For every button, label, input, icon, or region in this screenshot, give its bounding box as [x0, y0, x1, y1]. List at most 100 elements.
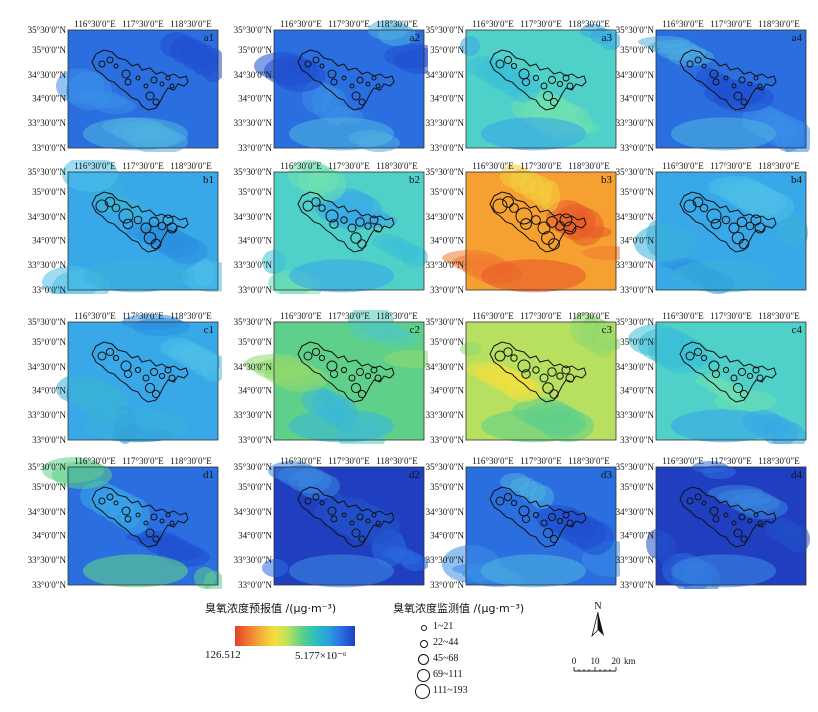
station-marker	[736, 216, 748, 228]
lat-tick-label: 33°30′0″N	[426, 555, 465, 565]
station-marker	[738, 513, 746, 521]
station-marker	[549, 534, 559, 544]
station-marker	[311, 347, 321, 357]
station-marker	[349, 83, 355, 89]
station-marker	[542, 90, 554, 102]
station-marker	[517, 359, 531, 373]
lat-tick-label: 34°30′0″N	[234, 507, 273, 517]
station-marker	[686, 497, 694, 505]
station-marker	[701, 500, 707, 506]
panel-label: a3	[602, 32, 613, 44]
lon-tick-label: 116°30′0″E	[74, 456, 116, 466]
lat-tick-label: 33°0′0″N	[620, 435, 654, 444]
map-b2: b2 116°30′0″E 117°30′0″E 118°30′0″E 35°30′0″…	[234, 160, 428, 294]
station-marker	[731, 231, 745, 245]
station-marker	[709, 506, 719, 516]
lat-tick-label: 34°0′0″N	[32, 93, 66, 103]
lat-tick-label: 35°30′0″N	[234, 462, 273, 472]
station-marker	[686, 60, 694, 68]
lat-tick-label: 33°0′0″N	[430, 143, 464, 152]
lat-tick-label: 34°30′0″N	[234, 70, 273, 80]
lon-tick-label: 118°30′0″E	[568, 19, 610, 29]
station-marker	[731, 520, 737, 526]
station-marker	[98, 497, 106, 505]
lon-tick-label: 117°30′0″E	[710, 19, 752, 29]
station-marker	[709, 69, 719, 79]
station-marker	[158, 372, 166, 380]
station-marker	[556, 80, 564, 88]
lat-tick-label: 34°0′0″N	[238, 385, 272, 395]
station-marker	[562, 511, 570, 519]
lon-tick-label: 116°30′0″E	[662, 161, 704, 171]
station-marker	[371, 75, 377, 81]
station-marker	[712, 515, 720, 523]
legend-class-label: 45~68	[433, 653, 459, 664]
panel-label: c3	[602, 324, 613, 336]
station-marker	[165, 75, 171, 81]
station-marker	[692, 196, 704, 208]
station-marker	[150, 238, 162, 250]
station-marker	[556, 517, 564, 525]
legend-min-label: 5.177×10⁻⁶	[295, 650, 347, 662]
station-marker	[541, 231, 555, 245]
scale-tick-10: 10	[591, 656, 601, 666]
station-marker	[373, 223, 383, 233]
lat-tick-label: 33°30′0″N	[28, 410, 67, 420]
lat-tick-label: 34°30′0″N	[426, 212, 465, 222]
lon-tick-label: 116°30′0″E	[280, 311, 322, 321]
lat-tick-label: 33°0′0″N	[430, 285, 464, 294]
map-panel-c4: c4 116°30′0″E 117°30′0″E 118°30′0″E 35°30′0″…	[600, 310, 810, 444]
lat-tick-label: 34°30′0″N	[234, 362, 273, 372]
station-marker	[168, 374, 176, 382]
lon-tick-label: 117°30′0″E	[328, 19, 370, 29]
lon-tick-label: 116°30′0″E	[280, 161, 322, 171]
lon-tick-label: 118°30′0″E	[758, 161, 800, 171]
station-marker	[730, 374, 738, 382]
lat-tick-label: 34°30′0″N	[234, 212, 273, 222]
station-marker	[503, 55, 513, 65]
lon-tick-label: 117°30′0″E	[710, 161, 752, 171]
scale-tick-20: 20	[612, 656, 622, 666]
station-marker	[685, 351, 695, 361]
lon-tick-label: 116°30′0″E	[472, 456, 514, 466]
lat-tick-label: 33°0′0″N	[620, 580, 654, 589]
station-marker	[740, 535, 748, 543]
station-marker	[105, 347, 115, 357]
station-marker	[495, 59, 505, 69]
lon-tick-label: 117°30′0″E	[520, 456, 562, 466]
lat-tick-label: 33°0′0″N	[238, 143, 272, 152]
lon-tick-label: 117°30′0″E	[710, 311, 752, 321]
study-area-boundary	[297, 49, 395, 111]
lat-tick-label: 35°0′0″N	[32, 337, 66, 347]
station-marker	[340, 216, 348, 224]
lat-tick-label: 35°30′0″N	[28, 25, 67, 35]
scale-unit: km	[624, 656, 636, 666]
station-marker	[745, 221, 755, 231]
legend-observed: 臭氧浓度监测值 /(μg·m⁻³) 1~21 22~44 45~68 69~11…	[393, 600, 563, 700]
lat-tick-label: 33°0′0″N	[32, 435, 66, 444]
station-marker	[532, 366, 540, 374]
station-marker	[495, 496, 505, 506]
lat-tick-label: 35°30′0″N	[28, 462, 67, 472]
station-marker	[756, 374, 764, 382]
station-marker	[502, 196, 514, 208]
station-marker	[143, 83, 149, 89]
lon-tick-label: 117°30′0″E	[520, 161, 562, 171]
station-marker	[494, 350, 506, 362]
panel-label: c1	[204, 324, 214, 336]
scale-tick-0: 0	[572, 656, 577, 666]
circle-size-5	[415, 684, 430, 699]
station-marker	[330, 78, 338, 86]
lat-tick-label: 33°0′0″N	[620, 143, 654, 152]
station-marker	[710, 218, 722, 230]
lat-tick-label: 33°0′0″N	[32, 580, 66, 589]
station-marker	[752, 366, 760, 374]
station-marker	[737, 367, 747, 377]
station-marker	[559, 213, 573, 227]
station-marker	[722, 366, 730, 374]
lat-tick-label: 35°0′0″N	[430, 482, 464, 492]
map-d1: d1 116°30′0″E 117°30′0″E 118°30′0″E 35°30′0″…	[28, 456, 222, 589]
station-marker	[143, 520, 149, 526]
map-a4: a4 116°30′0″E 117°30′0″E 118°30′0″E 35°30′0″…	[616, 19, 810, 152]
station-marker	[327, 506, 337, 516]
